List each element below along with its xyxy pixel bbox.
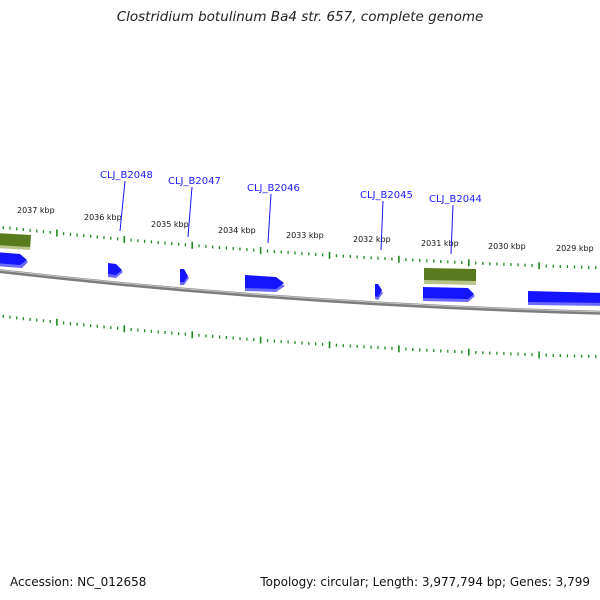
callout-line-clj-b2048 xyxy=(119,180,126,232)
callout-line-clj-b2045 xyxy=(380,200,384,251)
callout-line-clj-b2044 xyxy=(450,204,454,255)
scale-label-2030: 2030 kbp xyxy=(488,242,526,251)
inner-scale-ticks xyxy=(2,315,597,359)
outer-scale-ticks xyxy=(2,226,597,270)
cds-arrow-clj-b2047[interactable] xyxy=(180,269,189,285)
cds-arrow-left[interactable] xyxy=(0,252,28,268)
gene-label-clj-b2048[interactable]: CLJ_B2048 xyxy=(100,170,153,181)
cds-arrow-right[interactable] xyxy=(528,291,600,306)
callout-line-clj-b2046 xyxy=(267,193,272,244)
scale-label-2034: 2034 kbp xyxy=(218,226,256,235)
accession-text: Accession: NC_012658 xyxy=(10,575,147,589)
genome-backbone xyxy=(0,269,600,315)
genome-title: Clostridium botulinum Ba4 str. 657, comp… xyxy=(116,9,484,25)
scale-label-2032: 2032 kbp xyxy=(353,235,391,244)
feature-clj-b2044[interactable] xyxy=(424,268,476,285)
genome-summary-text: Topology: circular; Length: 3,977,794 bp… xyxy=(260,575,590,589)
scale-label-2035: 2035 kbp xyxy=(151,220,189,229)
cds-arrow-clj-b2048[interactable] xyxy=(108,263,123,278)
scale-label-2029: 2029 kbp xyxy=(556,244,594,253)
gene-label-clj-b2046[interactable]: CLJ_B2046 xyxy=(247,183,300,194)
scale-label-2033: 2033 kbp xyxy=(286,231,324,240)
cds-arrow-clj-b2045[interactable] xyxy=(375,284,383,300)
gene-label-clj-b2044[interactable]: CLJ_B2044 xyxy=(429,194,482,205)
genome-backbone-highlight xyxy=(0,269,600,313)
scale-label-2031: 2031 kbp xyxy=(421,239,459,248)
gene-label-clj-b2047[interactable]: CLJ_B2047 xyxy=(168,176,221,187)
cds-arrow-clj-b2044[interactable] xyxy=(423,287,475,302)
scale-label-2036: 2036 kbp xyxy=(84,213,122,222)
cds-arrow-clj-b2046[interactable] xyxy=(245,275,285,292)
scale-label-2037: 2037 kbp xyxy=(17,206,55,215)
gene-label-clj-b2045[interactable]: CLJ_B2045 xyxy=(360,190,413,201)
feature-left[interactable] xyxy=(0,233,31,250)
callout-line-clj-b2047 xyxy=(187,186,193,238)
